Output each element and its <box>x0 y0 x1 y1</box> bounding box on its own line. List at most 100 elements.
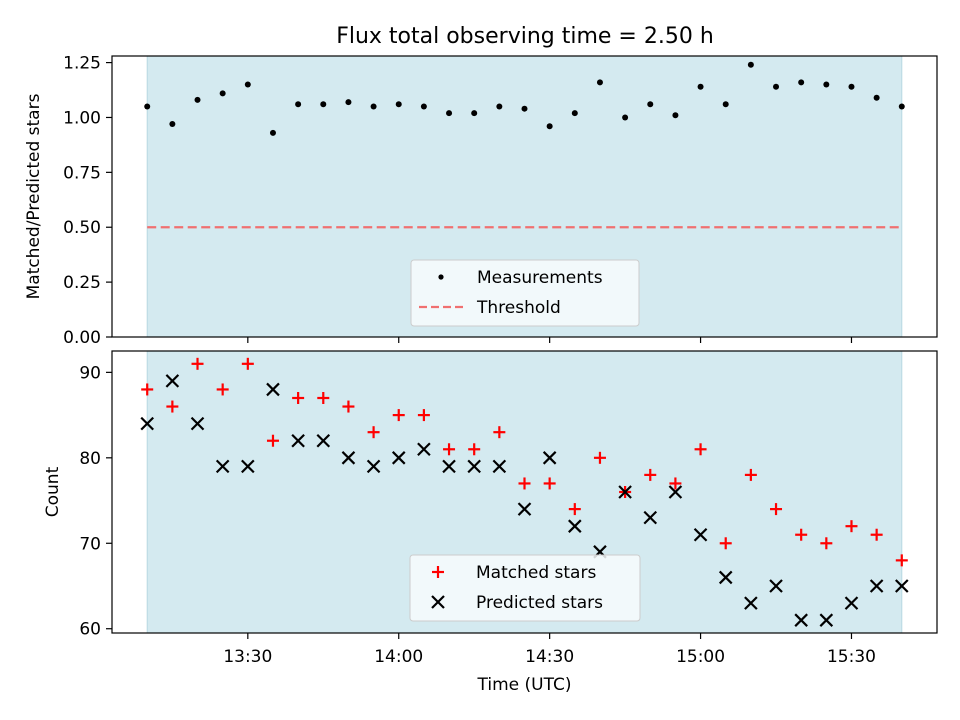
y-tick-label: 80 <box>79 449 101 469</box>
predicted-star-point <box>643 510 658 525</box>
measurement-point <box>320 101 327 108</box>
y-tick-label: 0.00 <box>63 328 101 348</box>
measurement-point <box>747 61 754 68</box>
predicted-star-point <box>693 527 708 542</box>
y-tick-label: 70 <box>79 534 101 554</box>
measurements-legend-marker <box>438 274 444 280</box>
measurement-point <box>571 110 578 117</box>
measurement-point <box>898 103 905 110</box>
x-tick-label: 15:00 <box>676 647 725 667</box>
predicted-star-point <box>366 459 381 474</box>
predicted-star-point <box>442 459 456 474</box>
matched-star-point <box>845 520 858 533</box>
matched-star-point <box>292 392 305 404</box>
x-tick-label: 14:30 <box>525 647 574 667</box>
matched-star-point <box>669 477 682 490</box>
predicted-star-point <box>568 519 582 533</box>
matched-star-point <box>568 503 581 516</box>
top-y-axis-label: Matched/Predicted stars <box>24 93 44 299</box>
measurement-point <box>370 103 377 110</box>
top-y-ticks: 0.00 0.25 0.50 0.75 1.00 1.25 <box>63 54 112 348</box>
measurement-point <box>622 114 629 121</box>
predicted-star-point <box>241 459 255 474</box>
matched-star-point <box>266 434 279 447</box>
measurement-point <box>546 123 553 130</box>
bottom-x-ticks: 13:30 14:00 14:30 15:00 15:30 <box>223 633 876 667</box>
predicted-star-point <box>618 485 632 499</box>
count-panel: 60 70 80 90 13:30 14:00 14:30 15:00 15:30 Count… <box>43 350 938 695</box>
count-points <box>140 357 909 627</box>
predicted-star-point <box>391 451 406 465</box>
ratio-panel: 0.00 0.25 0.50 0.75 1.00 1.25 Matched/Predict… <box>24 54 938 348</box>
predicted-star-point <box>190 416 205 431</box>
bottom-y-axis-label: Count <box>43 466 63 517</box>
predicted-star-point <box>517 502 532 516</box>
y-tick-label: 0.25 <box>63 273 101 293</box>
matched-star-point <box>191 357 204 370</box>
measurement-point <box>596 79 603 86</box>
predicted-star-point <box>165 374 180 388</box>
bottom-legend: Matched stars Predicted stars <box>409 554 641 622</box>
matched-star-point <box>770 503 783 516</box>
y-tick-label: 0.50 <box>63 218 101 238</box>
measurement-point <box>697 83 704 90</box>
matched-star-point <box>166 400 179 413</box>
measurement-point <box>395 101 402 108</box>
predicted-star-point <box>140 416 154 431</box>
measurement-point <box>244 81 251 88</box>
matched-star-point <box>141 383 154 396</box>
y-tick-label: 0.75 <box>63 163 101 183</box>
predicted-star-point <box>542 451 557 465</box>
predicted-star-point <box>794 613 808 627</box>
x-tick-label: 14:00 <box>374 647 423 667</box>
matched-star-point <box>417 409 430 422</box>
matched-star-point <box>493 426 506 439</box>
predicted-star-point <box>744 596 758 610</box>
x-axis-label: Time (UTC) <box>477 675 572 695</box>
matched-star-point <box>216 383 229 396</box>
predicted-star-point <box>341 451 356 465</box>
matched-legend-label: Matched stars <box>476 563 596 583</box>
x-tick-label: 15:30 <box>827 647 876 667</box>
threshold-legend-label: Threshold <box>476 298 561 318</box>
predicted-star-point <box>316 433 331 448</box>
measurement-point <box>722 101 729 108</box>
top-x-ticks <box>247 337 853 343</box>
predicted-star-point <box>291 433 305 448</box>
predicted-legend-label: Predicted stars <box>476 593 603 613</box>
top-legend: Measurements Threshold <box>410 259 640 327</box>
matched-star-point <box>719 537 732 550</box>
y-tick-label: 1.25 <box>63 54 101 74</box>
matched-star-point <box>644 468 657 481</box>
measurement-point <box>471 110 478 117</box>
predicted-star-point <box>266 382 280 397</box>
measurement-point <box>169 121 176 128</box>
top-axes-frame <box>111 55 938 338</box>
predicted-star-point <box>467 459 481 474</box>
measurement-point <box>269 129 276 136</box>
matched-star-point <box>342 400 355 413</box>
predicted-star-point <box>668 485 683 499</box>
measurement-point <box>873 94 880 101</box>
measurement-point <box>219 90 226 97</box>
matched-star-point <box>543 477 556 490</box>
predicted-star-point <box>417 442 431 457</box>
matched-star-point <box>468 443 481 456</box>
measurement-point <box>295 101 302 108</box>
predicted-star-point <box>844 596 859 610</box>
measurement-point <box>144 103 151 110</box>
measurement-point <box>848 83 855 90</box>
measurement-point <box>672 112 679 119</box>
matched-star-point <box>694 443 707 456</box>
predicted-star-point <box>769 579 783 593</box>
matched-star-point <box>895 554 908 567</box>
measurement-point <box>521 105 528 112</box>
measurements-legend-label: Measurements <box>477 268 603 288</box>
matched-legend-marker <box>432 566 444 578</box>
y-tick-label: 1.00 <box>63 108 101 128</box>
measurement-point <box>773 83 780 90</box>
matched-star-point <box>820 537 833 550</box>
matched-star-point <box>241 357 254 370</box>
y-tick-label: 60 <box>79 620 101 640</box>
